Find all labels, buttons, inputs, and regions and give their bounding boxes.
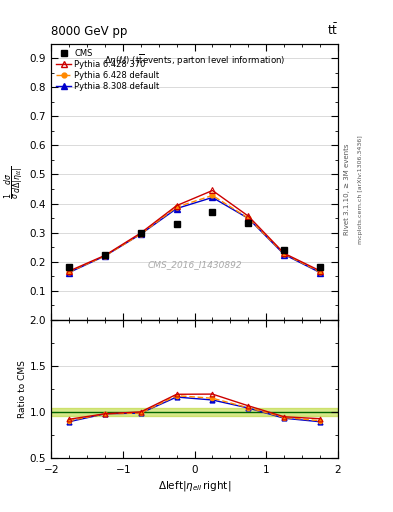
Text: Rivet 3.1.10, ≥ 3M events: Rivet 3.1.10, ≥ 3M events: [344, 144, 350, 235]
X-axis label: $\Delta\mathrm{left}|\eta_{ell}\,\mathrm{right}|$: $\Delta\mathrm{left}|\eta_{ell}\,\mathrm…: [158, 479, 231, 493]
Y-axis label: Ratio to CMS: Ratio to CMS: [18, 360, 27, 418]
Text: $\mathrm{t\bar{t}}$: $\mathrm{t\bar{t}}$: [327, 23, 338, 38]
Text: $\Delta\eta(\ell\ell)$ ($\mathrm{t\overline{t}}$events, parton level information: $\Delta\eta(\ell\ell)$ ($\mathrm{t\overl…: [104, 53, 285, 68]
Text: 8000 GeV pp: 8000 GeV pp: [51, 26, 127, 38]
Text: mcplots.cern.ch [arXiv:1306.3436]: mcplots.cern.ch [arXiv:1306.3436]: [358, 135, 363, 244]
Bar: [51, 409, 338, 416]
Legend: CMS, Pythia 6.428 370, Pythia 6.428 default, Pythia 8.308 default: CMS, Pythia 6.428 370, Pythia 6.428 defa…: [54, 47, 162, 93]
Text: CMS_2016_I1430892: CMS_2016_I1430892: [147, 260, 242, 269]
Y-axis label: $\frac{1}{\sigma}\frac{d\sigma}{d\Delta|\eta_{\ell\ell}|}$: $\frac{1}{\sigma}\frac{d\sigma}{d\Delta|…: [2, 165, 26, 199]
